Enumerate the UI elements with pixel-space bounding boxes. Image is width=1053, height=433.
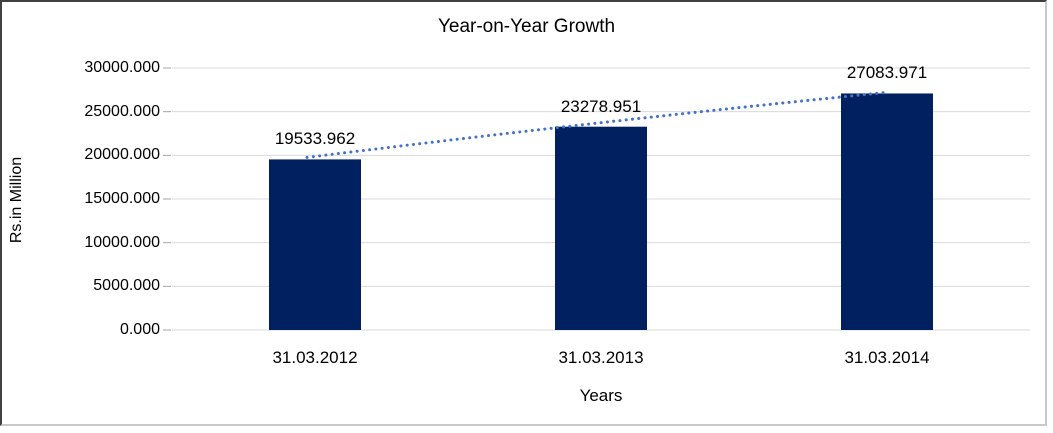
x-tick-label: 31.03.2014: [844, 348, 930, 367]
x-tick-label: 31.03.2013: [558, 348, 644, 367]
chart-title: Year-on-Year Growth: [437, 16, 616, 37]
y-tick-label: 30000.000: [84, 59, 160, 76]
y-tick-label: 5000.000: [93, 277, 160, 295]
bar-data-label: 19533.962: [274, 129, 356, 149]
bar-data-label: 23278.951: [560, 96, 642, 116]
bar-31.03.2014: [841, 93, 933, 331]
y-tick-label: 10000.000: [84, 233, 160, 251]
y-tick-label: 0.000: [119, 321, 160, 338]
x-axis-title: Years: [579, 386, 623, 405]
y-tick-label: 25000.000: [84, 102, 160, 120]
y-tick-label: 15000.000: [84, 190, 160, 207]
bar-data-label: 27083.971: [846, 63, 928, 83]
trendline: [305, 90, 888, 159]
bar-31.03.2013: [555, 126, 647, 330]
y-tick-label: 20000.000: [84, 146, 160, 164]
x-tick-label: 31.03.2012: [272, 348, 358, 367]
bar-31.03.2012: [269, 159, 361, 330]
